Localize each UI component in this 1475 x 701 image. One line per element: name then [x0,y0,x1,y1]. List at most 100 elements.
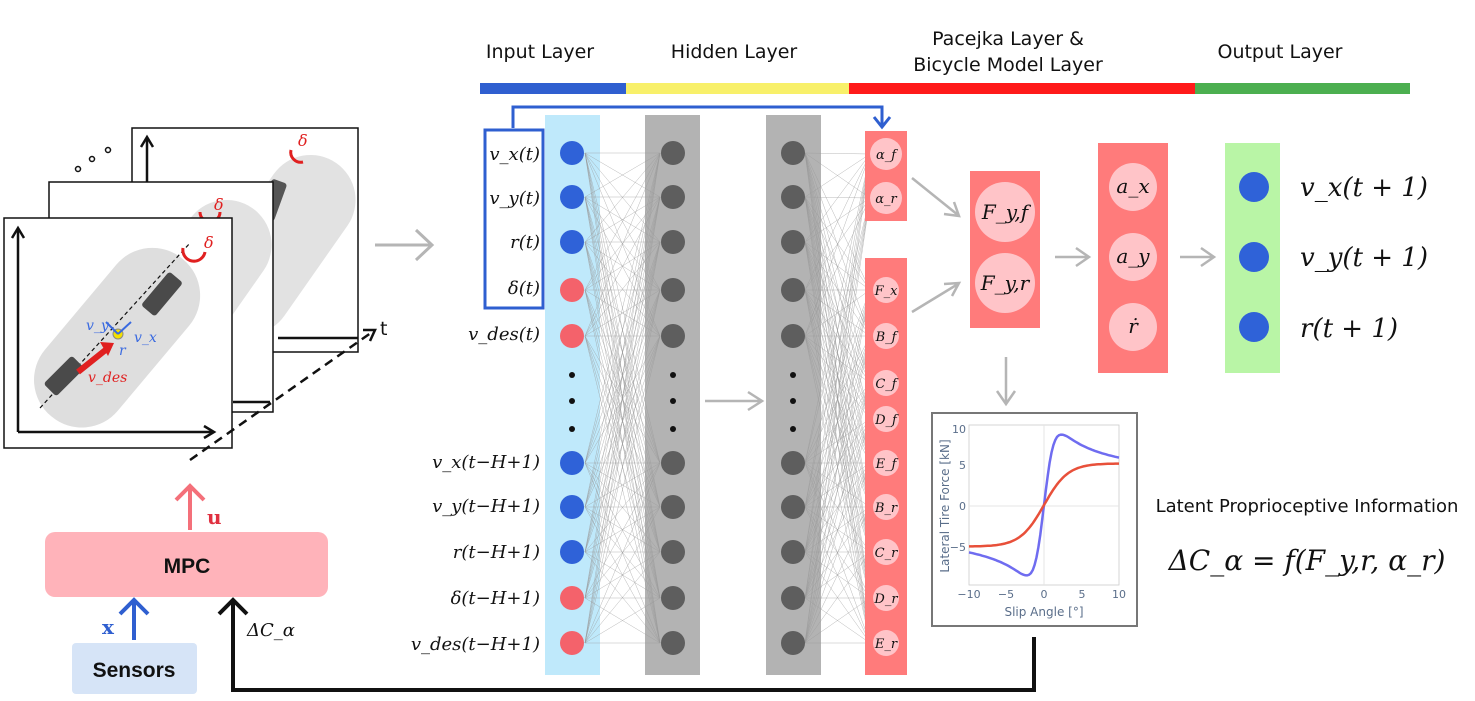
ellipsis-dot [670,398,676,404]
connection-line [804,153,871,599]
xtick-3: 0 [1041,588,1048,601]
pacejka-param-label: D_f [874,413,899,428]
stack-dot-1 [74,165,82,173]
hidden-layer-bar [626,83,849,94]
alpha-skip-arrow [511,105,884,128]
r-car-label: r [119,343,127,359]
connection-line [804,153,871,291]
ay-label: a_y [1116,244,1150,268]
input-node [560,141,584,165]
ay-node [1109,233,1157,281]
hidden2-node [781,631,805,655]
ellipsis-dot [569,398,575,404]
hidden2-node [781,586,805,610]
hidden2-node [781,141,805,165]
connection-line [584,152,661,553]
alpha-f-label: α_f [876,148,898,163]
out-r-label: r(t + 1) [1300,314,1398,344]
input-node [560,278,584,302]
connection-line [804,241,871,644]
connection-line [584,241,661,291]
connection-line [804,289,871,599]
connection-line [584,506,661,644]
hidden2-node [781,451,805,475]
alpha-r-label: α_r [875,192,897,207]
out-vx-node [1239,172,1269,202]
delta-label-front: δ [204,233,214,252]
connection-line [584,551,661,644]
params-to-force-arrow [911,281,962,314]
input-node [560,631,584,655]
ytick-10: 10 [952,423,966,436]
connection-line [804,153,871,243]
delta-label-back: δ [298,131,308,150]
input-node [560,451,584,475]
vdes-car-label: v_des [88,370,127,386]
sensors-label: Sensors [93,659,176,682]
fyf-node [975,182,1035,242]
steer-arc-back [289,149,304,164]
hidden1-node [661,185,685,209]
hidden1-node [661,540,685,564]
connection-line [804,153,871,644]
xtick-4: 5 [1079,588,1086,601]
ax-node [1109,163,1157,211]
connection-line [584,152,661,243]
connection-line [584,152,661,198]
ellipsis-dot [569,372,575,378]
front-wheel [142,272,182,316]
hidden2-node [781,495,805,519]
hidden1-node [661,495,685,519]
connection-line [584,152,661,464]
input-r-h: r(t−H+1) [453,542,540,563]
connection-line [584,152,661,291]
connection-line [804,196,871,337]
connection-line [804,152,871,384]
hidden2-node [781,230,805,254]
connection-line [804,289,871,420]
connection-line [804,153,871,508]
current-state-bracket [483,128,545,310]
connection-line [804,597,871,644]
connection-line [804,506,871,644]
ax-label: a_x [1116,174,1149,198]
ytick-0: 0 [959,500,966,513]
rear-tire-curve [969,462,1119,548]
pacejka-param-node [873,323,899,349]
connection-line [804,153,871,337]
connection-line [584,241,661,337]
connection-line [804,152,871,155]
input-node [560,540,584,564]
pacejka-param-label: C_f [875,377,898,392]
feedback-arrow [231,600,1036,692]
hidden1-node [661,230,685,254]
vx-car-label: v_x [134,330,157,346]
connection-line [804,289,871,644]
connection-line [804,241,871,291]
hidden1-node [661,631,685,655]
connection-line [584,152,661,644]
latent-equation: ΔC_α = f(F_y,r, α_r) [1168,544,1446,577]
fyr-label: F_y,r [980,271,1031,295]
connection-line [804,196,871,291]
connection-line [584,196,661,644]
connection-line [584,289,661,644]
pacejka-param-node [873,277,899,303]
output-layer-label: Output Layer [1217,41,1342,63]
connection-line [804,197,871,644]
pacejka-param-label: B_f [875,330,899,345]
connection-line [804,382,871,464]
alpha-f-node [870,138,902,170]
network-connections [584,152,871,644]
input-node [560,185,584,209]
stack-dot-3 [104,146,112,154]
mpc-box [45,532,328,597]
out-vy-node [1239,242,1269,272]
ytick-5: 5 [959,459,966,472]
connection-line [804,418,871,553]
input-vx: v_x(t) [489,144,540,165]
network-nodes [560,141,805,655]
pacejka-param-node [873,539,899,565]
pacejka-param-node [873,494,899,520]
